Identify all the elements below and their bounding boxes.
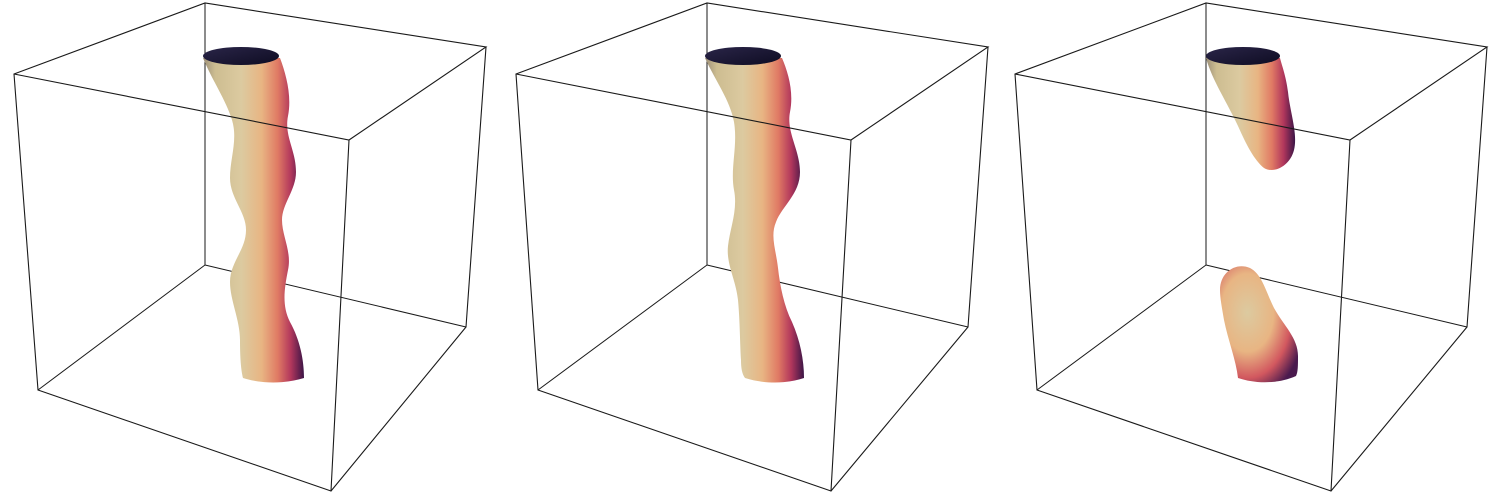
panel-1-box-front-edges: [13, 2, 488, 492]
panel-3-upper-top-cap: [1206, 47, 1280, 65]
panel-1-tube: [203, 47, 304, 383]
panel-3-tube-upper-fragment: [1206, 47, 1296, 170]
panel-1: [13, 2, 488, 492]
panel-2: [515, 2, 990, 492]
panel-2-tube-body: [705, 58, 804, 383]
panel-3-upper-body: [1206, 58, 1296, 170]
panel-3: [1014, 2, 1489, 492]
panel-2-box-front-edges: [515, 2, 990, 492]
panel-1-tube-body: [203, 58, 304, 383]
panel-3-lower-body: [1220, 266, 1298, 383]
panel-1-tube-top-cap: [203, 47, 279, 65]
panel-2-tube: [705, 47, 804, 383]
panel-2-tube-top-cap: [705, 47, 781, 65]
panel-3-tube-lower-fragment: [1220, 266, 1298, 383]
panel-3-box-front-edges: [1014, 2, 1489, 492]
